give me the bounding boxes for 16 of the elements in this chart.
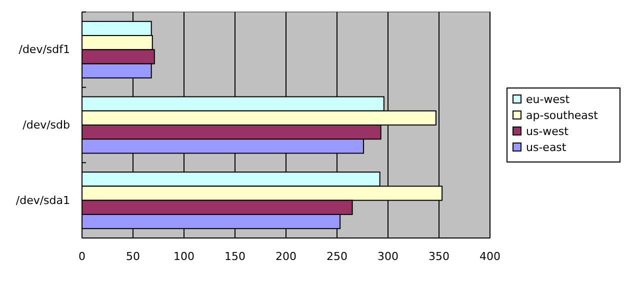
x-tick-label: 350 bbox=[428, 250, 450, 263]
legend-label: ap-southeast bbox=[526, 109, 599, 122]
x-tick-label: 150 bbox=[224, 250, 246, 263]
x-tick-label: 400 bbox=[480, 250, 500, 263]
x-tick-label: 50 bbox=[126, 250, 140, 263]
legend-label: eu-west bbox=[526, 93, 570, 106]
y-tick-label: /dev/sdb bbox=[22, 118, 70, 132]
x-tick-label: 0 bbox=[78, 250, 86, 263]
x-tick-label: 250 bbox=[326, 250, 348, 263]
x-tick-label: 100 bbox=[174, 250, 194, 263]
y-tick-label: /dev/sda1 bbox=[16, 194, 70, 207]
legend-label: us-west bbox=[526, 125, 570, 138]
x-tick-label: 200 bbox=[276, 250, 296, 263]
x-tick-label: 300 bbox=[378, 250, 398, 263]
legend-label: us-east bbox=[526, 141, 567, 154]
y-tick-label: /dev/sdf1 bbox=[18, 43, 70, 56]
